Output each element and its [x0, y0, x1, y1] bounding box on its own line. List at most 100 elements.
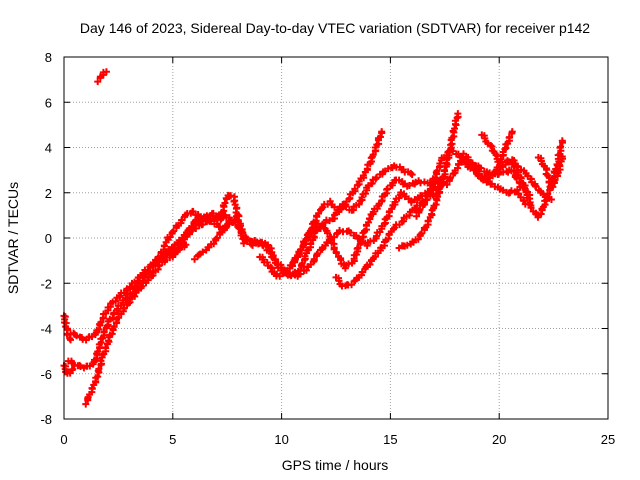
data-point — [556, 161, 564, 169]
data-point — [154, 253, 162, 261]
data-point — [94, 78, 102, 86]
data-point — [416, 231, 424, 239]
data-point — [97, 318, 105, 326]
data-point — [221, 199, 229, 207]
y-tick-label: 0 — [45, 231, 52, 246]
data-point — [403, 241, 411, 249]
data-point — [433, 167, 441, 175]
data-point — [199, 248, 207, 256]
data-point — [446, 174, 454, 182]
y-tick-label: 2 — [45, 186, 52, 201]
y-tick-label: 4 — [45, 141, 52, 156]
data-point — [413, 212, 421, 220]
data-point — [234, 211, 242, 219]
data-point — [354, 244, 362, 252]
data-point — [315, 210, 323, 218]
data-point — [269, 251, 277, 259]
data-point — [433, 193, 441, 201]
data-point — [376, 133, 384, 141]
data-point — [424, 217, 432, 225]
x-axis-label: GPS time / hours — [282, 457, 389, 473]
data-point — [168, 228, 176, 236]
data-point — [520, 184, 528, 192]
data-point — [441, 166, 449, 174]
data-point — [346, 229, 354, 237]
data-point — [490, 148, 498, 156]
data-point — [373, 174, 381, 182]
data-point — [302, 266, 310, 274]
x-tick-label: 15 — [383, 432, 397, 447]
data-point — [94, 373, 102, 381]
data-point — [527, 204, 535, 212]
data-point — [110, 323, 118, 331]
data-point — [131, 292, 139, 300]
y-tick-label: -4 — [40, 322, 52, 337]
data-point — [296, 267, 304, 275]
data-point — [365, 214, 373, 222]
data-point — [408, 171, 416, 179]
data-point — [405, 182, 413, 190]
y-axis-label: SDTVAR / TECUs — [5, 182, 21, 294]
data-point — [362, 190, 370, 198]
data-point — [558, 153, 566, 161]
data-point — [95, 365, 103, 373]
data-point — [549, 183, 557, 191]
data-point — [94, 348, 102, 356]
data-point — [237, 222, 245, 230]
data-point — [247, 240, 255, 248]
data-point — [291, 255, 299, 263]
data-point — [188, 224, 196, 232]
data-point — [69, 365, 77, 373]
data-point — [288, 262, 296, 270]
data-point — [366, 260, 374, 268]
data-point — [553, 170, 561, 178]
x-tick-label: 0 — [60, 432, 67, 447]
data-points — [60, 68, 567, 408]
data-point — [298, 260, 306, 268]
data-point — [557, 143, 565, 151]
x-tick-label: 25 — [601, 432, 615, 447]
data-point — [351, 185, 359, 193]
axis-ticks: 0 5 10 15 20 25 -8 -6 -4 -2 0 2 4 6 8 — [40, 50, 615, 447]
grid — [64, 57, 608, 419]
chart-title: Day 146 of 2023, Sidereal Day-to-day VTE… — [80, 20, 590, 36]
data-point — [369, 151, 377, 159]
data-point — [332, 249, 340, 257]
y-tick-label: 8 — [45, 50, 52, 65]
x-tick-label: 10 — [274, 432, 288, 447]
plot-frame — [63, 56, 609, 420]
data-point — [67, 336, 75, 344]
y-tick-label: 6 — [45, 95, 52, 110]
data-point — [112, 297, 120, 305]
data-point — [388, 205, 396, 213]
data-point — [454, 110, 462, 118]
data-point — [451, 125, 459, 133]
y-tick-label: -2 — [40, 276, 52, 291]
data-point — [191, 217, 199, 225]
data-point — [239, 229, 247, 237]
data-point — [416, 205, 424, 213]
data-point — [506, 133, 514, 141]
data-point — [378, 128, 386, 136]
data-point — [97, 357, 105, 365]
data-point — [558, 137, 566, 145]
data-point — [407, 198, 415, 206]
data-point — [487, 142, 495, 150]
y-tick-label: -8 — [40, 412, 52, 427]
data-point — [102, 68, 110, 76]
data-point — [227, 192, 235, 200]
data-point — [82, 400, 90, 408]
data-point — [443, 181, 451, 189]
x-tick-label: 5 — [169, 432, 176, 447]
data-point — [151, 260, 159, 268]
data-point — [249, 241, 257, 249]
data-point — [100, 328, 108, 336]
data-point — [466, 164, 474, 172]
data-point — [431, 174, 439, 182]
data-point — [102, 343, 110, 351]
data-point — [551, 176, 559, 184]
data-point — [449, 147, 457, 155]
data-point — [359, 172, 367, 180]
data-point — [508, 128, 516, 136]
